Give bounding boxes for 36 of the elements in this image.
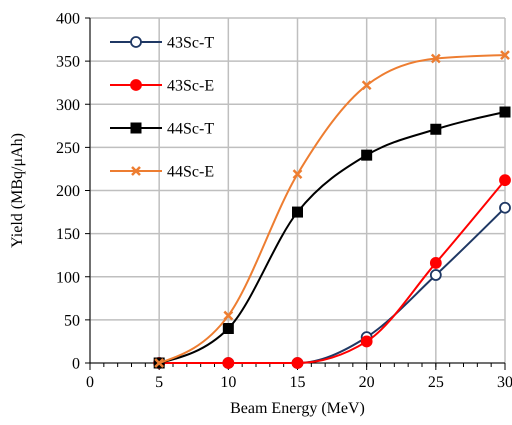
y-tick-label: 0 bbox=[72, 356, 80, 373]
x-tick-label: 25 bbox=[428, 374, 444, 391]
point bbox=[361, 80, 372, 91]
x-tick-label: 0 bbox=[86, 374, 94, 391]
point bbox=[500, 50, 510, 60]
x-tick-label: 15 bbox=[290, 374, 306, 391]
x-tick-label: 10 bbox=[220, 374, 236, 391]
point bbox=[361, 150, 372, 161]
point bbox=[430, 257, 442, 269]
y-axis-title: Yield (MBq/μAh) bbox=[9, 133, 26, 248]
y-tick-label: 200 bbox=[56, 183, 80, 200]
y-tick-label: 250 bbox=[56, 140, 80, 157]
point bbox=[499, 202, 511, 214]
legend-label: 43Sc-E bbox=[167, 78, 214, 95]
y-tick-label: 150 bbox=[56, 226, 80, 244]
legend-label: 44Sc-E bbox=[167, 164, 214, 181]
point bbox=[430, 124, 442, 135]
point bbox=[430, 53, 442, 64]
x-tick-label: 20 bbox=[358, 374, 375, 391]
point bbox=[222, 323, 234, 334]
y-tick-label: 400 bbox=[56, 10, 80, 28]
point bbox=[500, 106, 510, 118]
x-tick-label: 5 bbox=[155, 374, 164, 391]
legend-label: 43Sc-T bbox=[167, 34, 214, 52]
y-tick-label: 300 bbox=[56, 96, 80, 114]
point bbox=[292, 206, 303, 218]
x-axis-title: Beam Energy (MeV) bbox=[230, 400, 365, 417]
point bbox=[499, 174, 511, 186]
y-tick-label: 100 bbox=[56, 269, 80, 286]
legend-label: 44Sc-T bbox=[167, 120, 214, 138]
point bbox=[292, 168, 303, 180]
point bbox=[430, 269, 442, 281]
y-tick-label: 350 bbox=[56, 54, 80, 71]
point bbox=[223, 310, 234, 321]
y-tick-label: 50 bbox=[64, 312, 80, 330]
point bbox=[360, 336, 373, 348]
